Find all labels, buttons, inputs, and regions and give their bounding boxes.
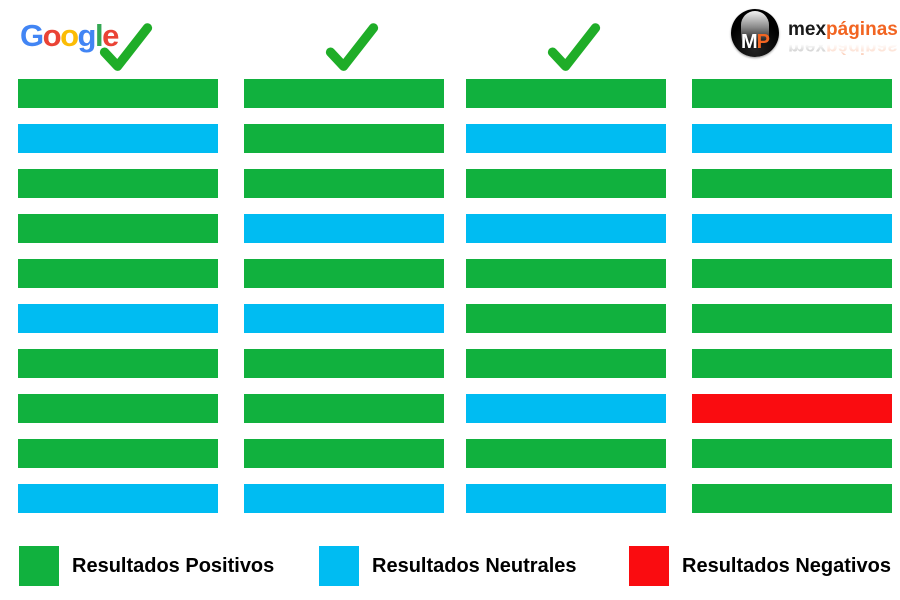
mp-monogram-m: M (740, 31, 758, 53)
checkmark-icon (546, 23, 602, 72)
result-bar-positive (244, 79, 444, 108)
result-bar-positive (692, 259, 892, 288)
google-letter: l (94, 18, 104, 53)
result-column-3 (466, 23, 666, 529)
google-logo: Google (20, 18, 119, 54)
result-bar-positive (18, 439, 218, 468)
google-letter: e (102, 18, 119, 53)
result-bar-positive (692, 439, 892, 468)
result-bar-positive (244, 169, 444, 198)
results-grid (0, 23, 900, 513)
google-letter: G (20, 18, 44, 53)
result-bar-neutral (244, 214, 444, 243)
brand-name-mex: mex (788, 19, 827, 40)
result-bar-positive (692, 349, 892, 378)
result-bar-positive (18, 394, 218, 423)
result-bar-neutral (466, 394, 666, 423)
result-bar-positive (692, 484, 892, 513)
result-bar-positive (18, 349, 218, 378)
mexpaginas-wordmark-block: mexpáginas mexpáginas (788, 9, 898, 57)
mp-monogram-p: P (756, 31, 770, 53)
brand-name-paginas: páginas (826, 19, 898, 40)
google-letter: o (60, 18, 79, 53)
result-bar-neutral (244, 304, 444, 333)
result-bar-positive (466, 259, 666, 288)
result-bar-negative (692, 394, 892, 423)
result-bar-neutral (244, 484, 444, 513)
result-bar-positive (466, 349, 666, 378)
result-bar-positive (18, 214, 218, 243)
result-bar-neutral (692, 214, 892, 243)
result-bar-positive (244, 394, 444, 423)
result-bar-positive (692, 304, 892, 333)
legend-item-positive: Resultados Positivos (19, 546, 274, 586)
result-bar-positive (244, 259, 444, 288)
result-bar-neutral (466, 214, 666, 243)
result-bar-neutral (466, 484, 666, 513)
result-bar-positive (18, 259, 218, 288)
result-column-4 (692, 79, 892, 529)
legend-label: Resultados Positivos (72, 554, 275, 577)
result-bar-positive (18, 79, 218, 108)
result-column-2 (244, 23, 444, 529)
result-bar-positive (18, 169, 218, 198)
result-bar-positive (466, 79, 666, 108)
mexpaginas-logo-icon: MP (731, 9, 779, 57)
result-bar-positive (466, 169, 666, 198)
mexpaginas-logo: MP mexpáginas mexpáginas (731, 9, 898, 57)
legend-swatch-positive (19, 546, 59, 586)
legend-label: Resultados Neutrales (372, 554, 577, 577)
google-letter: o (42, 18, 62, 53)
legend-label: Resultados Negativos (682, 554, 891, 577)
legend-item-neutral: Resultados Neutrales (319, 546, 577, 586)
result-bar-neutral (692, 124, 892, 153)
legend-item-negative: Resultados Negativos (629, 546, 891, 586)
mexpaginas-wordmark-reflection: mexpáginas (788, 36, 898, 57)
legend-swatch-neutral (319, 546, 359, 586)
checkmark-icon (324, 23, 380, 72)
result-bar-positive (466, 439, 666, 468)
result-bar-positive (244, 349, 444, 378)
result-bar-neutral (18, 124, 218, 153)
google-letter: g (77, 18, 97, 53)
mp-monogram: MP (731, 32, 779, 52)
result-bar-positive (466, 304, 666, 333)
checkmark-icon (98, 23, 154, 72)
result-bar-neutral (18, 484, 218, 513)
result-bar-positive (692, 79, 892, 108)
mexpaginas-wordmark: mexpáginas (788, 20, 898, 39)
result-bar-neutral (18, 304, 218, 333)
result-bar-neutral (466, 124, 666, 153)
result-column-1 (18, 23, 218, 529)
legend-swatch-negative (629, 546, 669, 586)
result-bar-positive (692, 169, 892, 198)
legend: Resultados Positivos Resultados Neutrales… (0, 546, 900, 586)
result-bar-positive (244, 439, 444, 468)
result-bar-positive (244, 124, 444, 153)
